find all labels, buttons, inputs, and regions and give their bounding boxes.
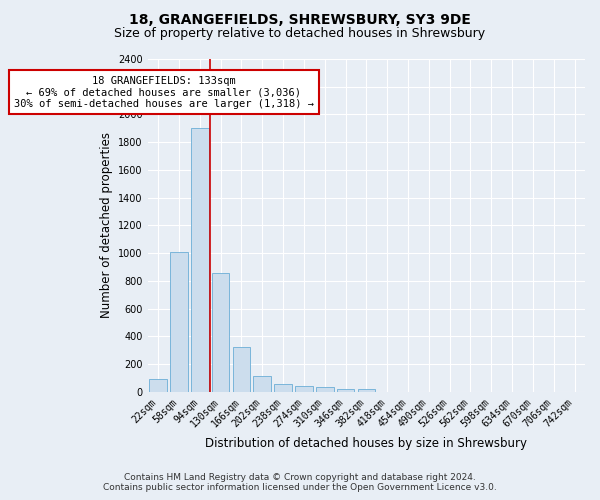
Bar [170, 252, 188, 392]
Bar [295, 386, 313, 392]
Bar [253, 376, 271, 392]
Bar [337, 389, 355, 392]
Bar [358, 389, 375, 392]
Bar [274, 384, 292, 392]
Bar [149, 380, 167, 392]
Y-axis label: Number of detached properties: Number of detached properties [100, 132, 113, 318]
X-axis label: Distribution of detached houses by size in Shrewsbury: Distribution of detached houses by size … [205, 437, 527, 450]
Text: 18, GRANGEFIELDS, SHREWSBURY, SY3 9DE: 18, GRANGEFIELDS, SHREWSBURY, SY3 9DE [129, 12, 471, 26]
Bar [191, 128, 209, 392]
Text: 18 GRANGEFIELDS: 133sqm
← 69% of detached houses are smaller (3,036)
30% of semi: 18 GRANGEFIELDS: 133sqm ← 69% of detache… [14, 76, 314, 109]
Bar [316, 387, 334, 392]
Bar [233, 348, 250, 392]
Text: Contains HM Land Registry data © Crown copyright and database right 2024.
Contai: Contains HM Land Registry data © Crown c… [103, 473, 497, 492]
Text: Size of property relative to detached houses in Shrewsbury: Size of property relative to detached ho… [115, 28, 485, 40]
Bar [212, 272, 229, 392]
